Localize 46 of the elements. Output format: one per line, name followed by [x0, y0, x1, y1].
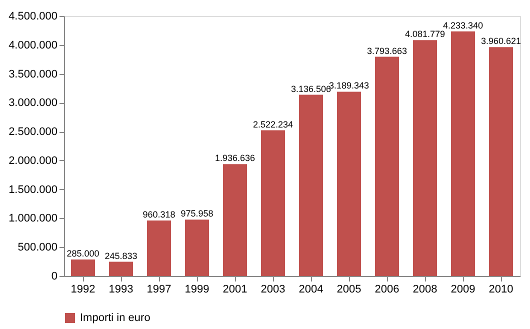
data-label: 1.936.636 — [214, 153, 256, 164]
x-tick-label: 2001 — [222, 284, 248, 296]
y-tick-label: 3.000.000 — [8, 97, 58, 110]
bar — [413, 40, 437, 276]
x-tick-label: 2009 — [450, 284, 476, 296]
x-tick-label: 2008 — [412, 284, 438, 296]
data-label: 245.833 — [104, 250, 138, 261]
bar — [109, 262, 133, 276]
x-tick-label: 2010 — [488, 284, 514, 296]
bar — [185, 220, 209, 276]
bar — [337, 92, 361, 276]
x-tick-label: 2004 — [298, 284, 324, 296]
data-label: 3.136.506 — [290, 84, 332, 94]
y-tick-label: 1.500.000 — [8, 184, 58, 196]
data-label: 3.960.621 — [480, 36, 522, 46]
y-tick-label: 500.000 — [18, 242, 58, 254]
data-label: 285.000 — [66, 248, 100, 259]
bar — [147, 220, 171, 276]
data-label: 4.233.340 — [442, 20, 484, 30]
y-tick-label: 0 — [51, 270, 58, 282]
data-label: 975.958 — [180, 208, 214, 219]
data-label: 3.793.663 — [366, 46, 408, 56]
bar — [223, 164, 247, 276]
y-tick-label: 4.000.000 — [8, 39, 58, 52]
y-tick-label: 2.000.000 — [8, 154, 58, 167]
data-label: 960.318 — [142, 210, 176, 220]
x-tick-label: 1997 — [146, 284, 172, 296]
data-label: 2.522.234 — [252, 119, 294, 130]
legend-label: Importi in euro — [80, 312, 150, 324]
y-tick-label: 4.500.000 — [8, 10, 58, 22]
bar — [489, 47, 513, 276]
y-tick-label: 3.500.000 — [8, 68, 58, 80]
data-label: 4.081.779 — [404, 29, 446, 40]
y-tick-label: 2.500.000 — [8, 126, 58, 138]
x-tick-label: 2005 — [336, 284, 362, 296]
bar — [261, 130, 285, 276]
y-tick-label: 1.000.000 — [8, 212, 58, 225]
x-tick-label: 2006 — [374, 284, 400, 296]
x-tick-label: 1993 — [108, 284, 134, 296]
x-tick-label: 2003 — [260, 284, 286, 296]
bar — [299, 94, 323, 276]
x-tick-label: 1992 — [70, 284, 96, 296]
bar — [375, 56, 399, 276]
bar — [451, 31, 475, 276]
x-tick-label: 1999 — [184, 284, 210, 296]
bar — [71, 260, 95, 276]
